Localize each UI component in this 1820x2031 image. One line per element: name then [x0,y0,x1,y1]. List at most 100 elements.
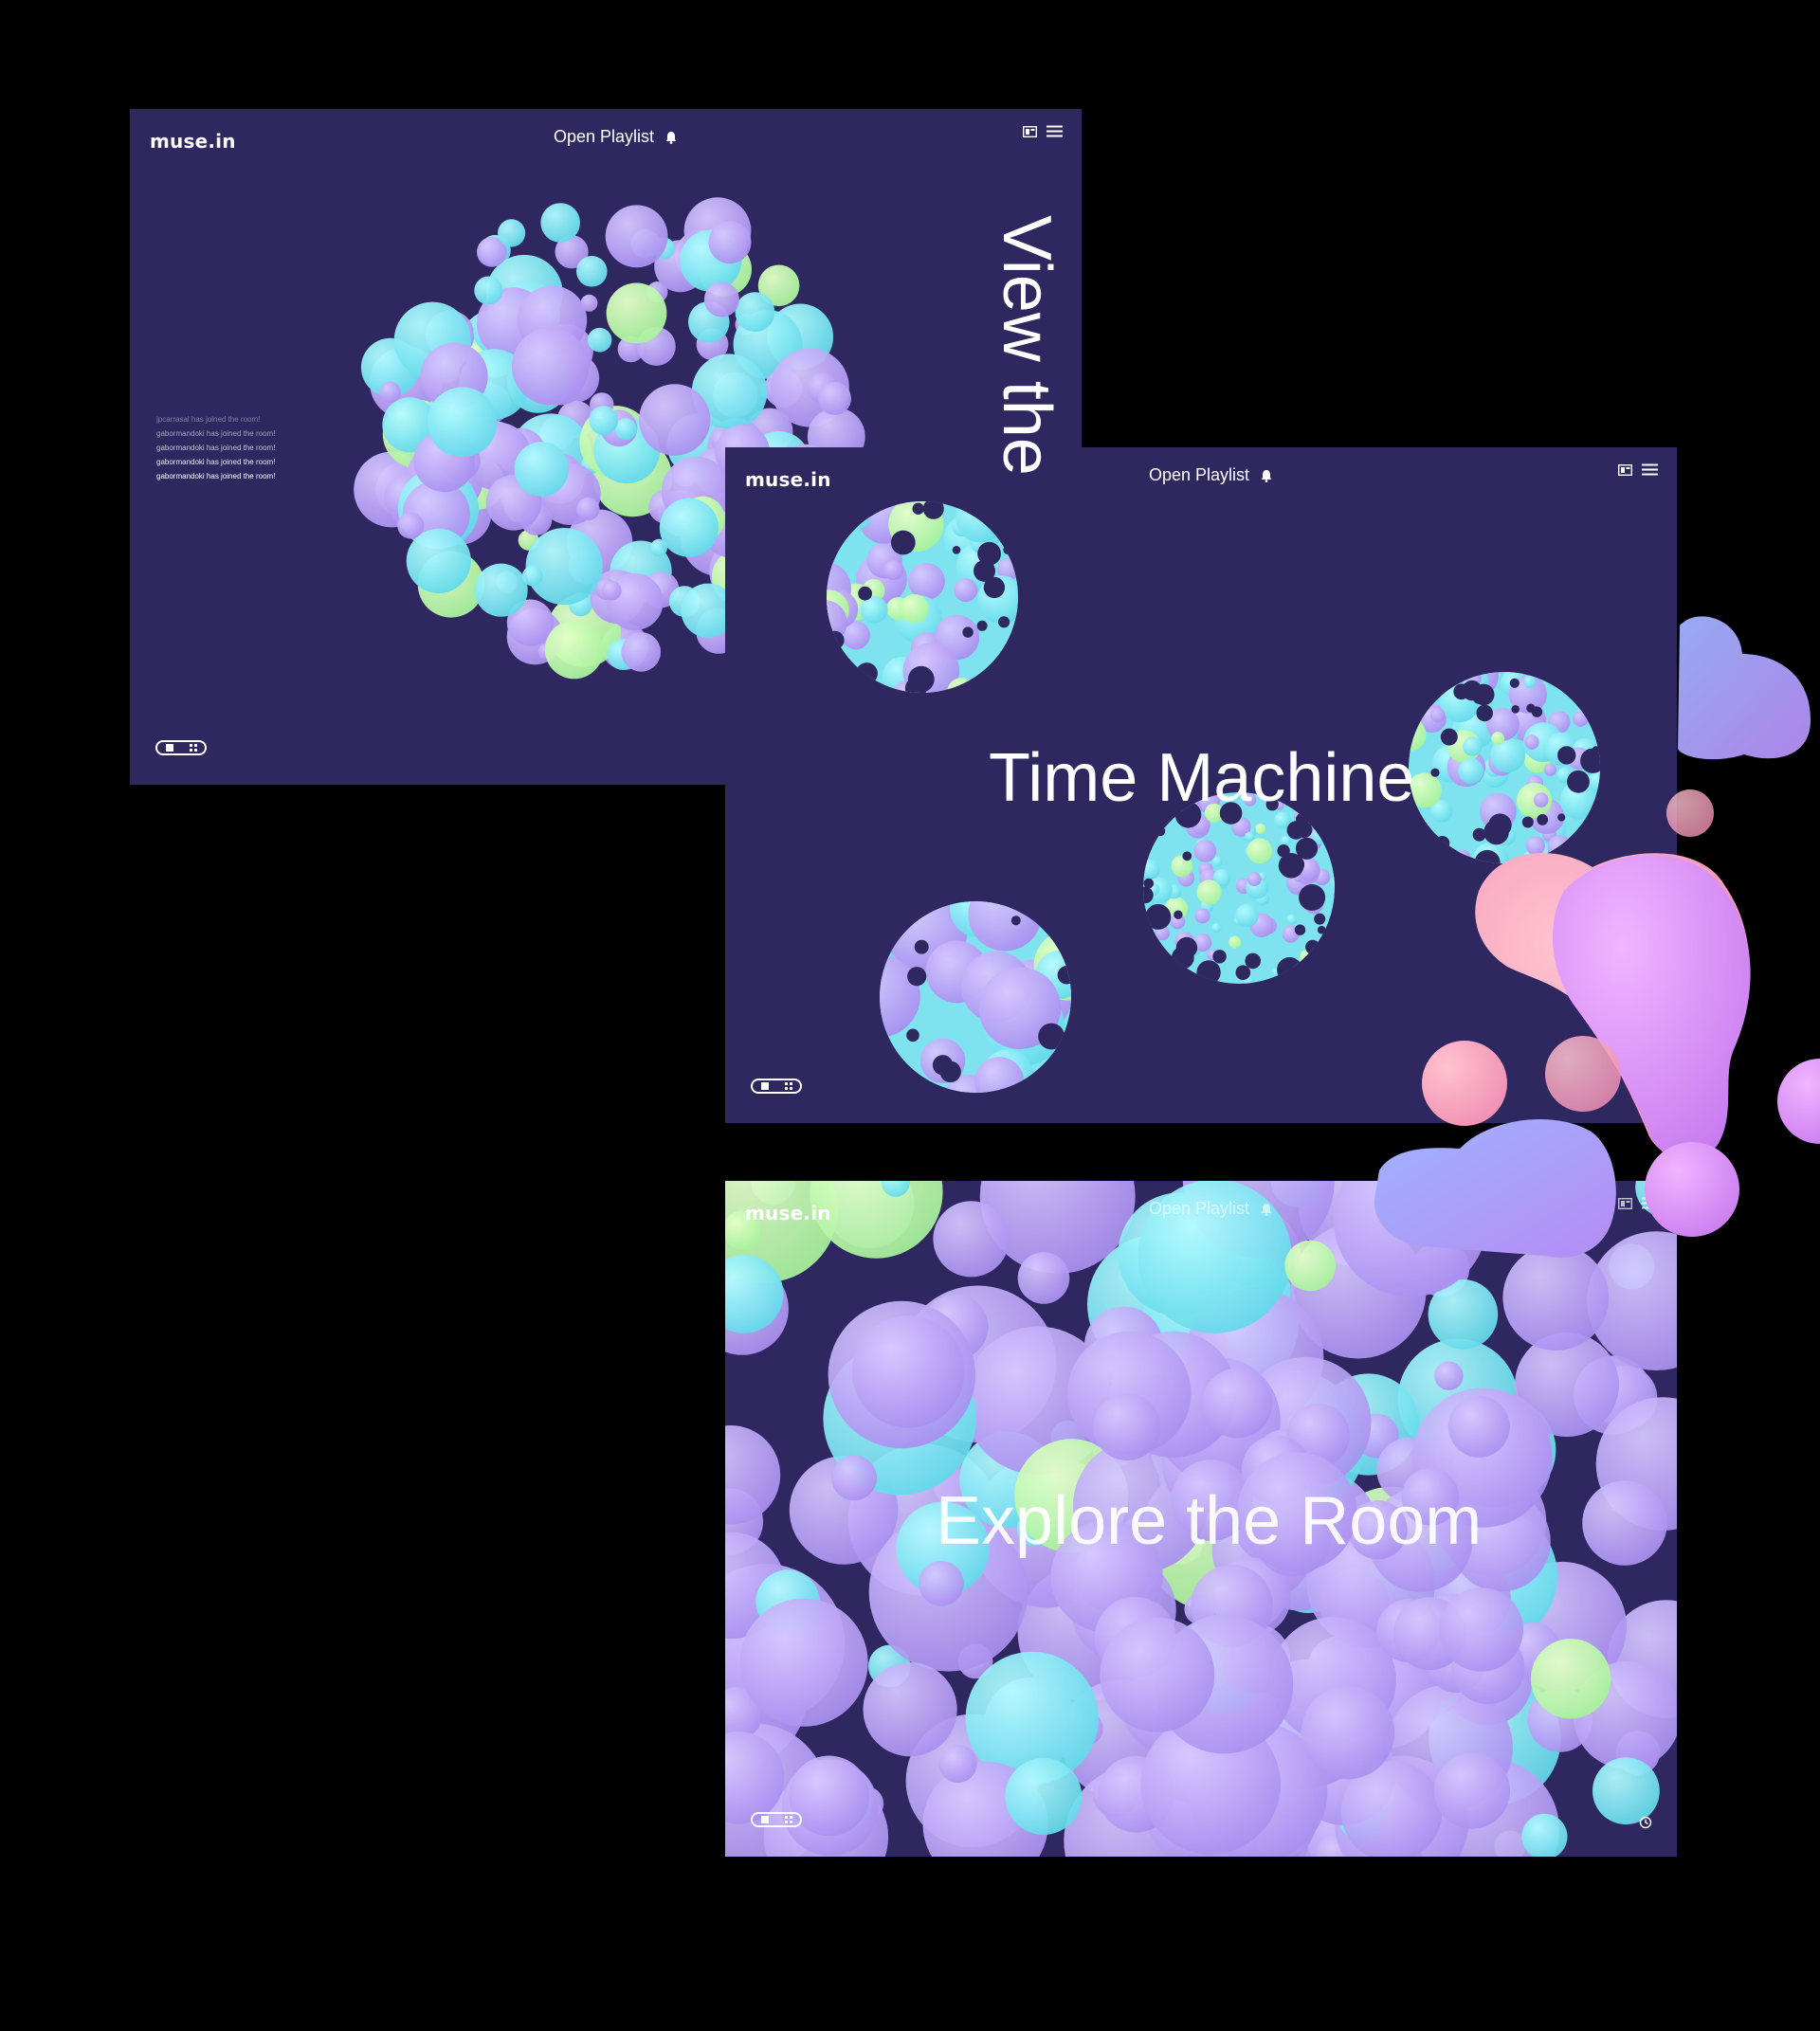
bubble [1557,813,1566,822]
bubble [890,530,916,555]
bubble [1143,886,1154,904]
bubble [1211,922,1222,934]
bubble [1547,835,1573,860]
bubble [1434,836,1450,851]
bubble [998,616,1010,628]
view-toggle[interactable] [155,740,207,755]
logo[interactable]: muse.in [745,468,831,491]
square-icon[interactable] [760,1082,769,1090]
orb[interactable] [837,878,1104,1121]
bubble [947,678,975,693]
bubble [1156,818,1168,829]
bubble [1516,858,1524,863]
orb[interactable] [1392,656,1609,879]
bubble [1175,936,1198,959]
bubble [963,1326,1113,1475]
view-toggle[interactable] [751,1812,802,1827]
bubble [956,501,1006,543]
bubble [974,559,995,582]
menu-icon[interactable] [1046,125,1063,137]
bubble [979,1181,1136,1274]
bubble [1296,821,1313,839]
bubble [1573,711,1589,727]
bubble [397,512,425,539]
bell-icon [665,131,677,144]
bubble [1182,851,1192,861]
bubble [968,901,1042,952]
join-feed: jpcarrasal has joined the room! gaborman… [156,412,275,483]
bubble [1005,1758,1083,1835]
bubble [514,442,570,497]
bubble [1592,746,1600,754]
bubble [1543,763,1556,776]
bubble [606,282,667,344]
header-icons [1618,1197,1658,1209]
bubble [851,1315,965,1428]
bubble [1453,849,1471,863]
logo[interactable]: muse.in [150,130,236,153]
image-icon[interactable] [1618,463,1632,476]
image-icon[interactable] [1023,125,1037,137]
bubble [1348,1500,1408,1560]
bell-icon [1261,469,1272,482]
bubble [1530,1639,1611,1719]
image-icon[interactable] [1618,1197,1632,1209]
bubble [1284,1240,1336,1292]
bubble [1488,813,1512,837]
bubble [1537,814,1549,825]
bubble [576,256,608,287]
explore-title: Explore the Room [936,1483,1483,1559]
view-toggle[interactable] [751,1079,802,1094]
bubble [1429,800,1453,823]
bubble [1434,1361,1464,1390]
open-playlist-button[interactable]: Open Playlist [1149,1199,1272,1219]
bubble [1212,856,1223,867]
bubble [977,541,1001,566]
bubble [1509,678,1520,688]
square-icon[interactable] [165,744,173,752]
bubble [1502,1244,1610,1351]
bubble [382,397,438,453]
orb[interactable] [1137,789,1348,987]
menu-icon[interactable] [1642,1197,1658,1209]
open-playlist-button[interactable]: Open Playlist [554,127,677,147]
bubble [900,593,929,624]
bubble [659,498,719,557]
logo[interactable]: muse.in [745,1202,831,1224]
bubble [863,1662,957,1757]
bubble [739,1598,868,1727]
bubble [708,221,752,264]
open-playlist-label: Open Playlist [1149,465,1250,484]
bubble [1588,771,1600,792]
bubble [914,939,929,954]
bell-icon [1261,1203,1272,1216]
bubble-field [725,1181,1677,1857]
history-icon[interactable] [1639,1816,1652,1829]
square-icon[interactable] [760,1816,769,1823]
bubble [1237,1452,1357,1572]
bubble [1017,1252,1070,1304]
grid-icon[interactable] [784,1816,792,1823]
bubble [1433,1752,1510,1829]
bubble [576,497,600,521]
bubble-orbs [793,487,1609,1121]
orb[interactable] [793,487,1026,716]
bubble [1430,768,1440,777]
feed-item: jpcarrasal has joined the room! [156,415,261,424]
grid-icon[interactable] [189,744,197,752]
bubble [896,1501,990,1596]
open-playlist-button[interactable]: Open Playlist [1149,465,1272,485]
menu-icon[interactable] [1642,463,1658,476]
bubble [1521,1813,1568,1857]
bubble [1447,1395,1510,1458]
bubble [818,382,851,415]
bubble [587,327,612,353]
bubble [1317,925,1326,934]
open-playlist-label: Open Playlist [554,127,655,146]
screen-explore: muse.in Open Playlist Explore the Room [725,1181,1677,1857]
bubble [841,621,870,650]
bubble [1235,965,1251,980]
bubble [1265,798,1279,811]
grid-icon[interactable] [784,1082,792,1090]
bubble [908,563,945,600]
